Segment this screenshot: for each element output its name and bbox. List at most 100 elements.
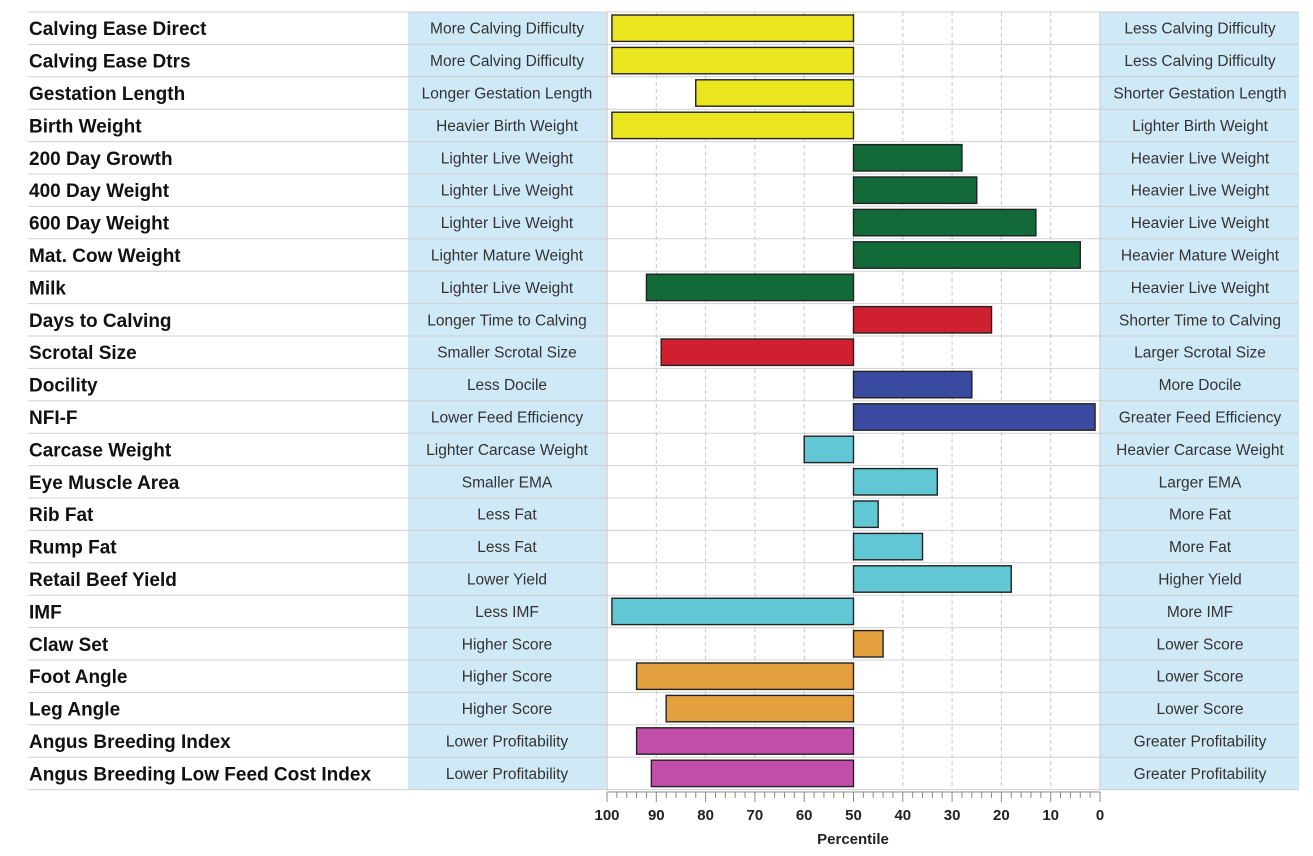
- bar-carcase: [611, 597, 855, 626]
- trait-name: Rib Fat: [29, 505, 94, 526]
- right-descriptor: Lower Score: [1156, 669, 1243, 686]
- right-descriptor: Less Calving Difficulty: [1124, 21, 1276, 38]
- trait-name: Rump Fat: [29, 538, 117, 559]
- trait-name: Angus Breeding Index: [29, 732, 231, 753]
- bar-carcase: [852, 467, 939, 496]
- x-tick-label: 40: [894, 807, 911, 824]
- left-descriptor: Higher Score: [462, 701, 552, 718]
- bar-fertility: [660, 338, 855, 367]
- right-descriptor: Greater Feed Efficiency: [1119, 410, 1282, 427]
- bar-fertility: [852, 305, 993, 334]
- trait-name: Retail Beef Yield: [29, 570, 177, 591]
- bar-growth: [852, 143, 963, 172]
- left-descriptor: Less IMF: [475, 604, 539, 621]
- x-tick-label: 80: [697, 807, 714, 824]
- left-descriptor: Heavier Birth Weight: [436, 118, 579, 135]
- x-tick-label: 0: [1096, 807, 1104, 824]
- bar-carcase: [852, 565, 1012, 593]
- x-tick-label: 10: [1042, 807, 1059, 824]
- left-descriptor: Lower Profitability: [446, 734, 569, 751]
- trait-name: Scrotal Size: [29, 343, 137, 364]
- right-descriptor: Heavier Mature Weight: [1121, 248, 1280, 265]
- trait-rows: Calving Ease Direct More Calving Difficul…: [28, 11, 1299, 791]
- trait-name: NFI-F: [29, 408, 78, 429]
- bar-structure: [635, 662, 855, 691]
- left-descriptor: Less Fat: [477, 539, 537, 556]
- left-descriptor: More Calving Difficulty: [430, 21, 584, 38]
- x-axis: Percentile 100 90 80 70 60 50 40 30 20 10 0: [594, 791, 1104, 848]
- left-descriptor: Lighter Live Weight: [441, 183, 574, 200]
- bars: [611, 14, 1096, 788]
- bar-growth: [852, 208, 1037, 237]
- x-tick-label: 30: [944, 807, 961, 824]
- left-descriptor: Lower Profitability: [446, 766, 569, 783]
- bar-growth: [852, 241, 1081, 269]
- right-descriptor: Shorter Gestation Length: [1113, 86, 1286, 103]
- trait-name: Gestation Length: [29, 84, 185, 105]
- bar-growth: [645, 273, 855, 302]
- x-tick-label: 20: [993, 807, 1010, 824]
- trait-name: Mat. Cow Weight: [29, 246, 181, 267]
- x-tick-label: 100: [594, 807, 619, 824]
- bar-carcase: [852, 532, 924, 561]
- bar-calving: [611, 46, 855, 75]
- trait-name: Docility: [29, 376, 98, 397]
- right-descriptor: More Fat: [1169, 539, 1232, 556]
- right-descriptor: Heavier Carcase Weight: [1116, 442, 1284, 459]
- bar-calving: [695, 79, 855, 107]
- bar-structure: [665, 694, 855, 723]
- x-tick-label: 90: [648, 807, 665, 824]
- left-descriptor: Lighter Mature Weight: [431, 248, 584, 265]
- bar-calving: [611, 111, 855, 140]
- bar-structure: [852, 629, 884, 658]
- right-descriptor: More Docile: [1159, 377, 1242, 394]
- right-descriptor: Lower Score: [1156, 636, 1243, 653]
- trait-name: IMF: [29, 602, 62, 623]
- trait-name: Carcase Weight: [29, 440, 172, 461]
- right-descriptor: More IMF: [1167, 604, 1233, 621]
- bar-growth: [852, 176, 978, 205]
- right-descriptor: Heavier Live Weight: [1131, 215, 1270, 232]
- x-tick-label: 50: [845, 807, 862, 824]
- trait-name: Milk: [29, 278, 66, 299]
- trait-name: Leg Angle: [29, 700, 120, 721]
- left-descriptor: Longer Gestation Length: [422, 86, 593, 103]
- right-descriptor: Larger EMA: [1159, 474, 1242, 491]
- bar-calving: [611, 14, 855, 43]
- grid-lines: [606, 12, 1101, 790]
- right-descriptor: Shorter Time to Calving: [1119, 312, 1281, 329]
- trait-name: Calving Ease Dtrs: [29, 52, 191, 73]
- left-descriptor: Smaller EMA: [462, 474, 553, 491]
- bar-temperament: [852, 370, 973, 399]
- left-descriptor: Lower Yield: [467, 572, 547, 589]
- right-descriptor: Greater Profitability: [1134, 766, 1267, 783]
- left-descriptor: Higher Score: [462, 669, 552, 686]
- left-descriptor: Less Docile: [467, 377, 547, 394]
- right-descriptor: Greater Profitability: [1134, 734, 1267, 751]
- right-descriptor: Larger Scrotal Size: [1134, 345, 1266, 362]
- bar-carcase: [852, 500, 879, 529]
- bar-carcase: [803, 435, 855, 464]
- x-axis-label: Percentile: [817, 831, 889, 848]
- right-descriptor: Heavier Live Weight: [1131, 280, 1270, 297]
- right-descriptor: Less Calving Difficulty: [1124, 53, 1276, 70]
- left-descriptor: Smaller Scrotal Size: [437, 345, 577, 362]
- trait-name: Calving Ease Direct: [29, 19, 207, 40]
- bar-index: [650, 759, 855, 788]
- right-descriptor: Lighter Birth Weight: [1132, 118, 1269, 135]
- left-descriptor: Lighter Live Weight: [441, 215, 574, 232]
- trait-name: Claw Set: [29, 635, 109, 656]
- left-descriptor: Less Fat: [477, 507, 537, 524]
- right-descriptor: Heavier Live Weight: [1131, 183, 1270, 200]
- left-descriptor: Higher Score: [462, 636, 552, 653]
- left-descriptor: Lighter Live Weight: [441, 150, 574, 167]
- left-descriptor: Lighter Carcase Weight: [426, 442, 588, 459]
- trait-name: Eye Muscle Area: [29, 473, 180, 494]
- left-descriptor: Lighter Live Weight: [441, 280, 574, 297]
- trait-name: Angus Breeding Low Feed Cost Index: [29, 764, 371, 785]
- left-descriptor: More Calving Difficulty: [430, 53, 584, 70]
- x-tick-label: 60: [796, 807, 813, 824]
- trait-name: Days to Calving: [29, 311, 172, 332]
- trait-name: 400 Day Weight: [29, 181, 170, 202]
